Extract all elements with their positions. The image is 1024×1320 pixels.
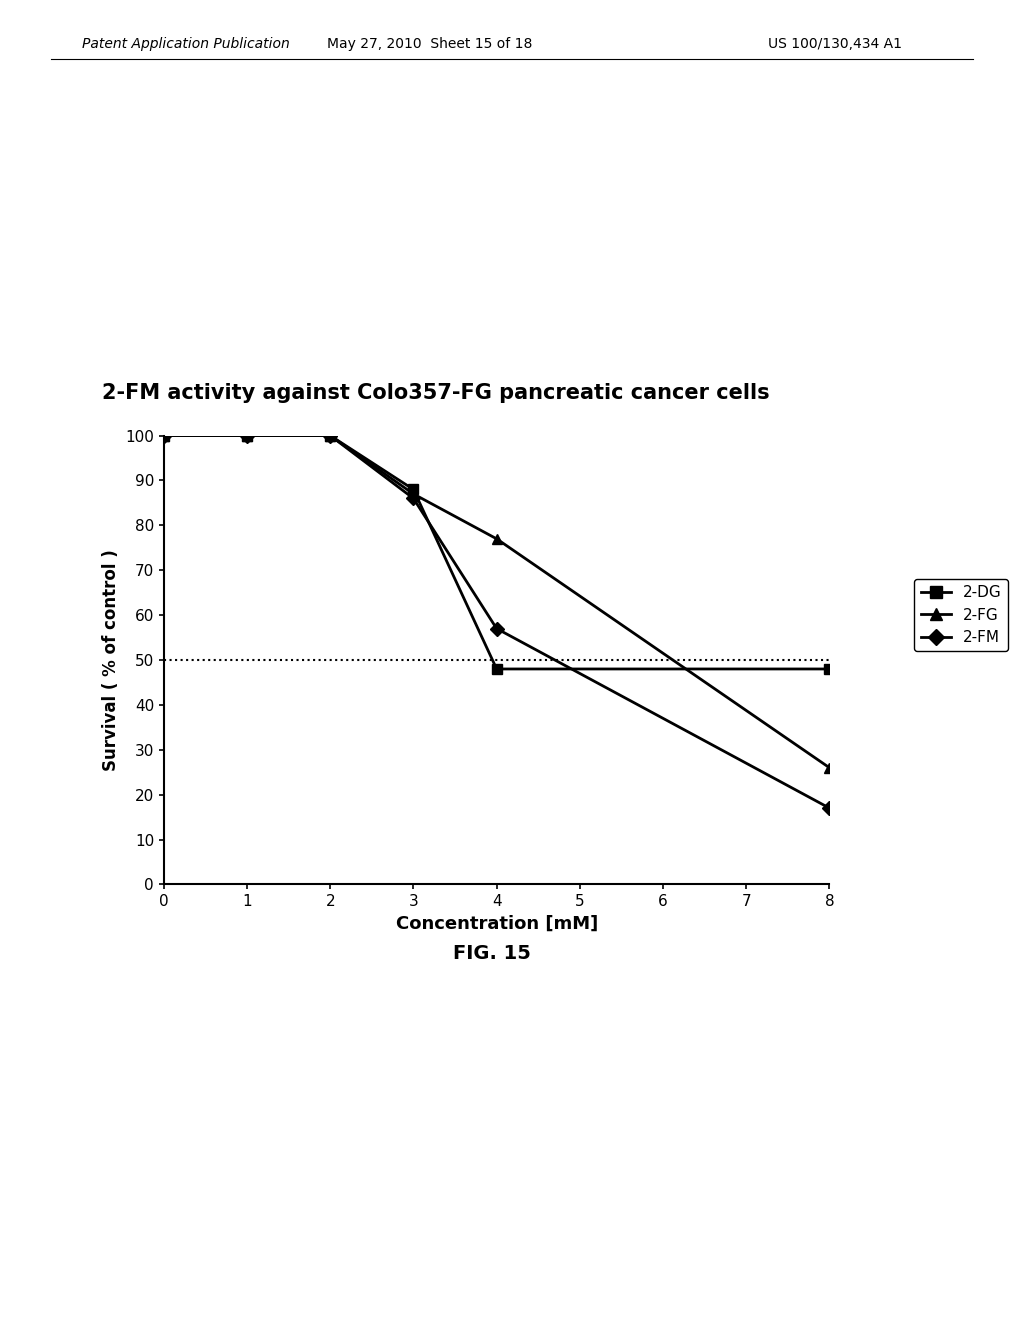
2-DG [158,428,170,444]
2-FM [823,800,836,816]
2-FM [490,620,503,636]
Text: May 27, 2010  Sheet 15 of 18: May 27, 2010 Sheet 15 of 18 [328,37,532,51]
Line: 2-FG: 2-FG [159,430,835,772]
2-DG [823,661,836,677]
Line: 2-DG: 2-DG [159,430,835,673]
2-FG [158,428,170,444]
2-DG [490,661,503,677]
Text: US 100/130,434 A1: US 100/130,434 A1 [768,37,902,51]
Legend: 2-DG, 2-FG, 2-FM: 2-DG, 2-FG, 2-FM [914,579,1009,651]
2-DG [408,482,420,498]
2-FG [823,760,836,776]
2-FM [158,428,170,444]
Text: Patent Application Publication: Patent Application Publication [82,37,290,51]
2-FM [324,428,336,444]
X-axis label: Concentration [mM]: Concentration [mM] [395,915,598,933]
2-FG [408,486,420,502]
Line: 2-FM: 2-FM [159,430,835,813]
Text: FIG. 15: FIG. 15 [453,944,530,962]
2-FG [324,428,336,444]
2-FM [241,428,253,444]
2-FG [490,531,503,546]
2-DG [241,428,253,444]
2-DG [324,428,336,444]
Text: 2-FM activity against Colo357-FG pancreatic cancer cells: 2-FM activity against Colo357-FG pancrea… [102,383,770,403]
2-FM [408,491,420,507]
2-FG [241,428,253,444]
Y-axis label: Survival ( % of control ): Survival ( % of control ) [101,549,120,771]
